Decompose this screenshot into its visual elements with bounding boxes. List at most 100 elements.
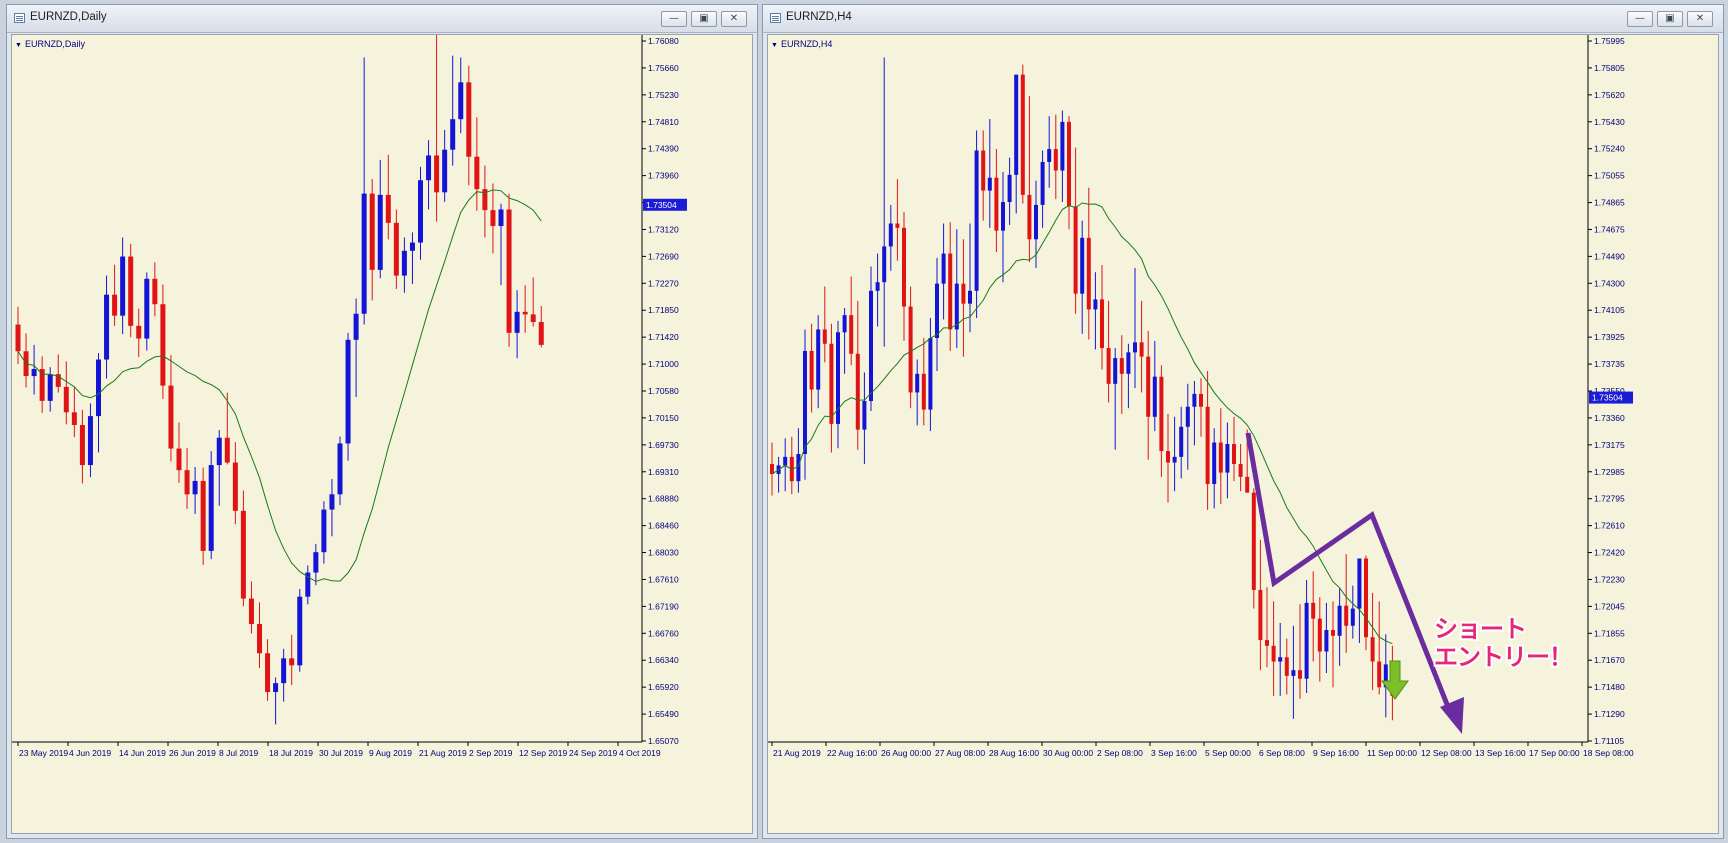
bearish-candle: [240, 510, 246, 599]
bullish-candle: [31, 369, 37, 377]
bullish-candle: [361, 193, 367, 314]
bearish-candle: [1166, 451, 1170, 463]
price-tick-label: 1.72795: [1594, 494, 1625, 504]
bullish-candle: [1007, 174, 1012, 203]
price-tick-label: 1.75240: [1594, 144, 1625, 154]
bearish-candle: [1106, 348, 1111, 384]
bearish-candle: [770, 464, 774, 475]
bearish-candle: [152, 278, 158, 305]
time-tick-label: 4 Oct 2019: [619, 748, 661, 758]
bearish-candle: [257, 624, 262, 654]
price-tick-label: 1.73925: [1594, 332, 1625, 342]
bullish-candle: [796, 453, 801, 482]
bearish-candle: [248, 598, 254, 625]
bearish-candle: [1245, 476, 1250, 493]
bearish-candle: [1067, 121, 1071, 207]
price-tick-label: 1.66340: [648, 655, 679, 665]
price-tick-label: 1.74105: [1594, 305, 1625, 315]
bearish-candle: [385, 194, 391, 223]
bearish-candle: [176, 448, 182, 471]
time-tick-label: 3 Sep 16:00: [1151, 748, 1197, 758]
bearish-candle: [1238, 464, 1243, 477]
bearish-candle: [1232, 443, 1236, 465]
bearish-candle: [1311, 602, 1316, 619]
chart-window-h4[interactable]: EURNZD,H4 — ▣ ✕ 1.75995 1.75805 1.75620 1.7…: [762, 4, 1724, 839]
price-tick-label: 1.75805: [1594, 63, 1625, 73]
bullish-candle: [1040, 161, 1045, 205]
current-price-label: 1.73504: [1592, 393, 1623, 403]
current-price-marker: [643, 198, 687, 211]
bullish-candle: [313, 552, 319, 573]
price-chart-area[interactable]: 1.76080 1.75660 1.75230 1.74810 1.74390 1.739…: [11, 34, 753, 834]
time-tick-label: 6 Sep 08:00: [1259, 748, 1305, 758]
window-titlebar[interactable]: EURNZD,Daily — ▣ ✕: [7, 5, 757, 33]
symbol-label-text: EURNZD,H4: [780, 39, 833, 49]
bullish-candle: [104, 294, 110, 360]
price-tick-label: 1.65920: [648, 682, 679, 692]
bullish-candle: [941, 253, 946, 284]
bullish-candle: [345, 339, 351, 444]
bearish-candle: [1146, 356, 1151, 417]
chart-window-daily[interactable]: EURNZD,Daily — ▣ ✕ 1.76080 1.75660 1.75230…: [6, 4, 758, 839]
bearish-candle: [538, 322, 544, 345]
symbol-label[interactable]: ▼ EURNZD,H4: [771, 39, 832, 49]
bullish-candle: [1324, 630, 1329, 652]
bullish-candle: [1304, 602, 1309, 679]
current-price-label: 1.73504: [646, 200, 677, 210]
maximize-button[interactable]: ▣: [691, 11, 717, 27]
bullish-candle: [954, 283, 959, 330]
bearish-candle: [15, 324, 21, 352]
bullish-candle: [987, 177, 992, 191]
candlestick-chart[interactable]: 1.75995 1.75805 1.75620 1.75430 1.75240 1.750…: [768, 35, 1720, 837]
price-tick-label: 1.70150: [648, 413, 679, 423]
window-titlebar[interactable]: EURNZD,H4 — ▣ ✕: [763, 5, 1723, 33]
price-tick-label: 1.71670: [1594, 655, 1625, 665]
bearish-candle: [160, 304, 166, 386]
chart-window-icon: [14, 13, 25, 23]
bearish-candle: [136, 325, 142, 339]
bearish-candle: [265, 653, 271, 693]
minimize-button[interactable]: —: [1627, 11, 1653, 27]
price-tick-label: 1.71000: [648, 359, 679, 369]
price-chart-area[interactable]: 1.75995 1.75805 1.75620 1.75430 1.75240 1.750…: [767, 34, 1719, 834]
bullish-candle: [297, 596, 303, 666]
maximize-button[interactable]: ▣: [1657, 11, 1683, 27]
close-button[interactable]: ✕: [721, 11, 747, 27]
symbol-label[interactable]: ▼ EURNZD,Daily: [15, 39, 85, 49]
price-tick-label: 1.74675: [1594, 224, 1625, 234]
window-title: EURNZD,Daily: [30, 11, 107, 23]
bullish-candle: [1357, 558, 1362, 609]
candlestick-chart[interactable]: 1.76080 1.75660 1.75230 1.74810 1.74390 1.739…: [12, 35, 754, 837]
time-tick-label: 12 Sep 2019: [519, 748, 567, 758]
bullish-candle: [1152, 376, 1157, 417]
bearish-candle: [895, 223, 900, 228]
price-tick-label: 1.73175: [1594, 440, 1625, 450]
minimize-button[interactable]: —: [661, 11, 687, 27]
bullish-candle: [514, 311, 520, 333]
time-tick-label: 9 Sep 16:00: [1313, 748, 1359, 758]
price-tick-label: 1.70580: [648, 386, 679, 396]
time-tick-label: 2 Sep 2019: [469, 748, 513, 758]
close-button[interactable]: ✕: [1687, 11, 1713, 27]
bullish-candle: [409, 242, 415, 251]
bullish-candle: [875, 282, 880, 291]
price-tick-label: 1.67190: [648, 601, 679, 611]
bearish-candle: [482, 189, 488, 211]
bearish-candle: [200, 480, 206, 551]
bullish-candle: [120, 256, 126, 316]
bullish-candle: [498, 209, 504, 227]
bullish-candle: [1113, 358, 1118, 384]
price-tick-label: 1.72985: [1594, 467, 1625, 477]
bearish-candle: [434, 155, 440, 193]
bullish-candle: [1225, 443, 1230, 473]
bearish-candle: [79, 425, 85, 466]
bearish-candle: [1100, 299, 1104, 349]
bearish-candle: [1053, 149, 1058, 171]
chevron-down-icon: ▼: [771, 42, 778, 49]
bearish-candle: [1331, 630, 1335, 636]
bullish-candle: [888, 223, 893, 247]
bearish-candle: [112, 294, 118, 316]
time-tick-label: 18 Sep 08:00: [1583, 748, 1634, 758]
time-tick-label: 26 Aug 00:00: [881, 748, 931, 758]
bullish-candle: [968, 290, 972, 304]
